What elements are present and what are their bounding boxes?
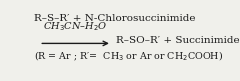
Text: CH$_3$CN–H$_2$O: CH$_3$CN–H$_2$O [43,21,108,33]
Text: (R = Ar ; R′=  CH$_3$ or Ar or CH$_2$COOH): (R = Ar ; R′= CH$_3$ or Ar or CH$_2$COOH… [34,50,223,63]
Text: R–S–R′ + N-Chlorosuccinimide: R–S–R′ + N-Chlorosuccinimide [34,14,195,23]
Text: R–SO–R′ + Succinimide: R–SO–R′ + Succinimide [116,36,239,45]
